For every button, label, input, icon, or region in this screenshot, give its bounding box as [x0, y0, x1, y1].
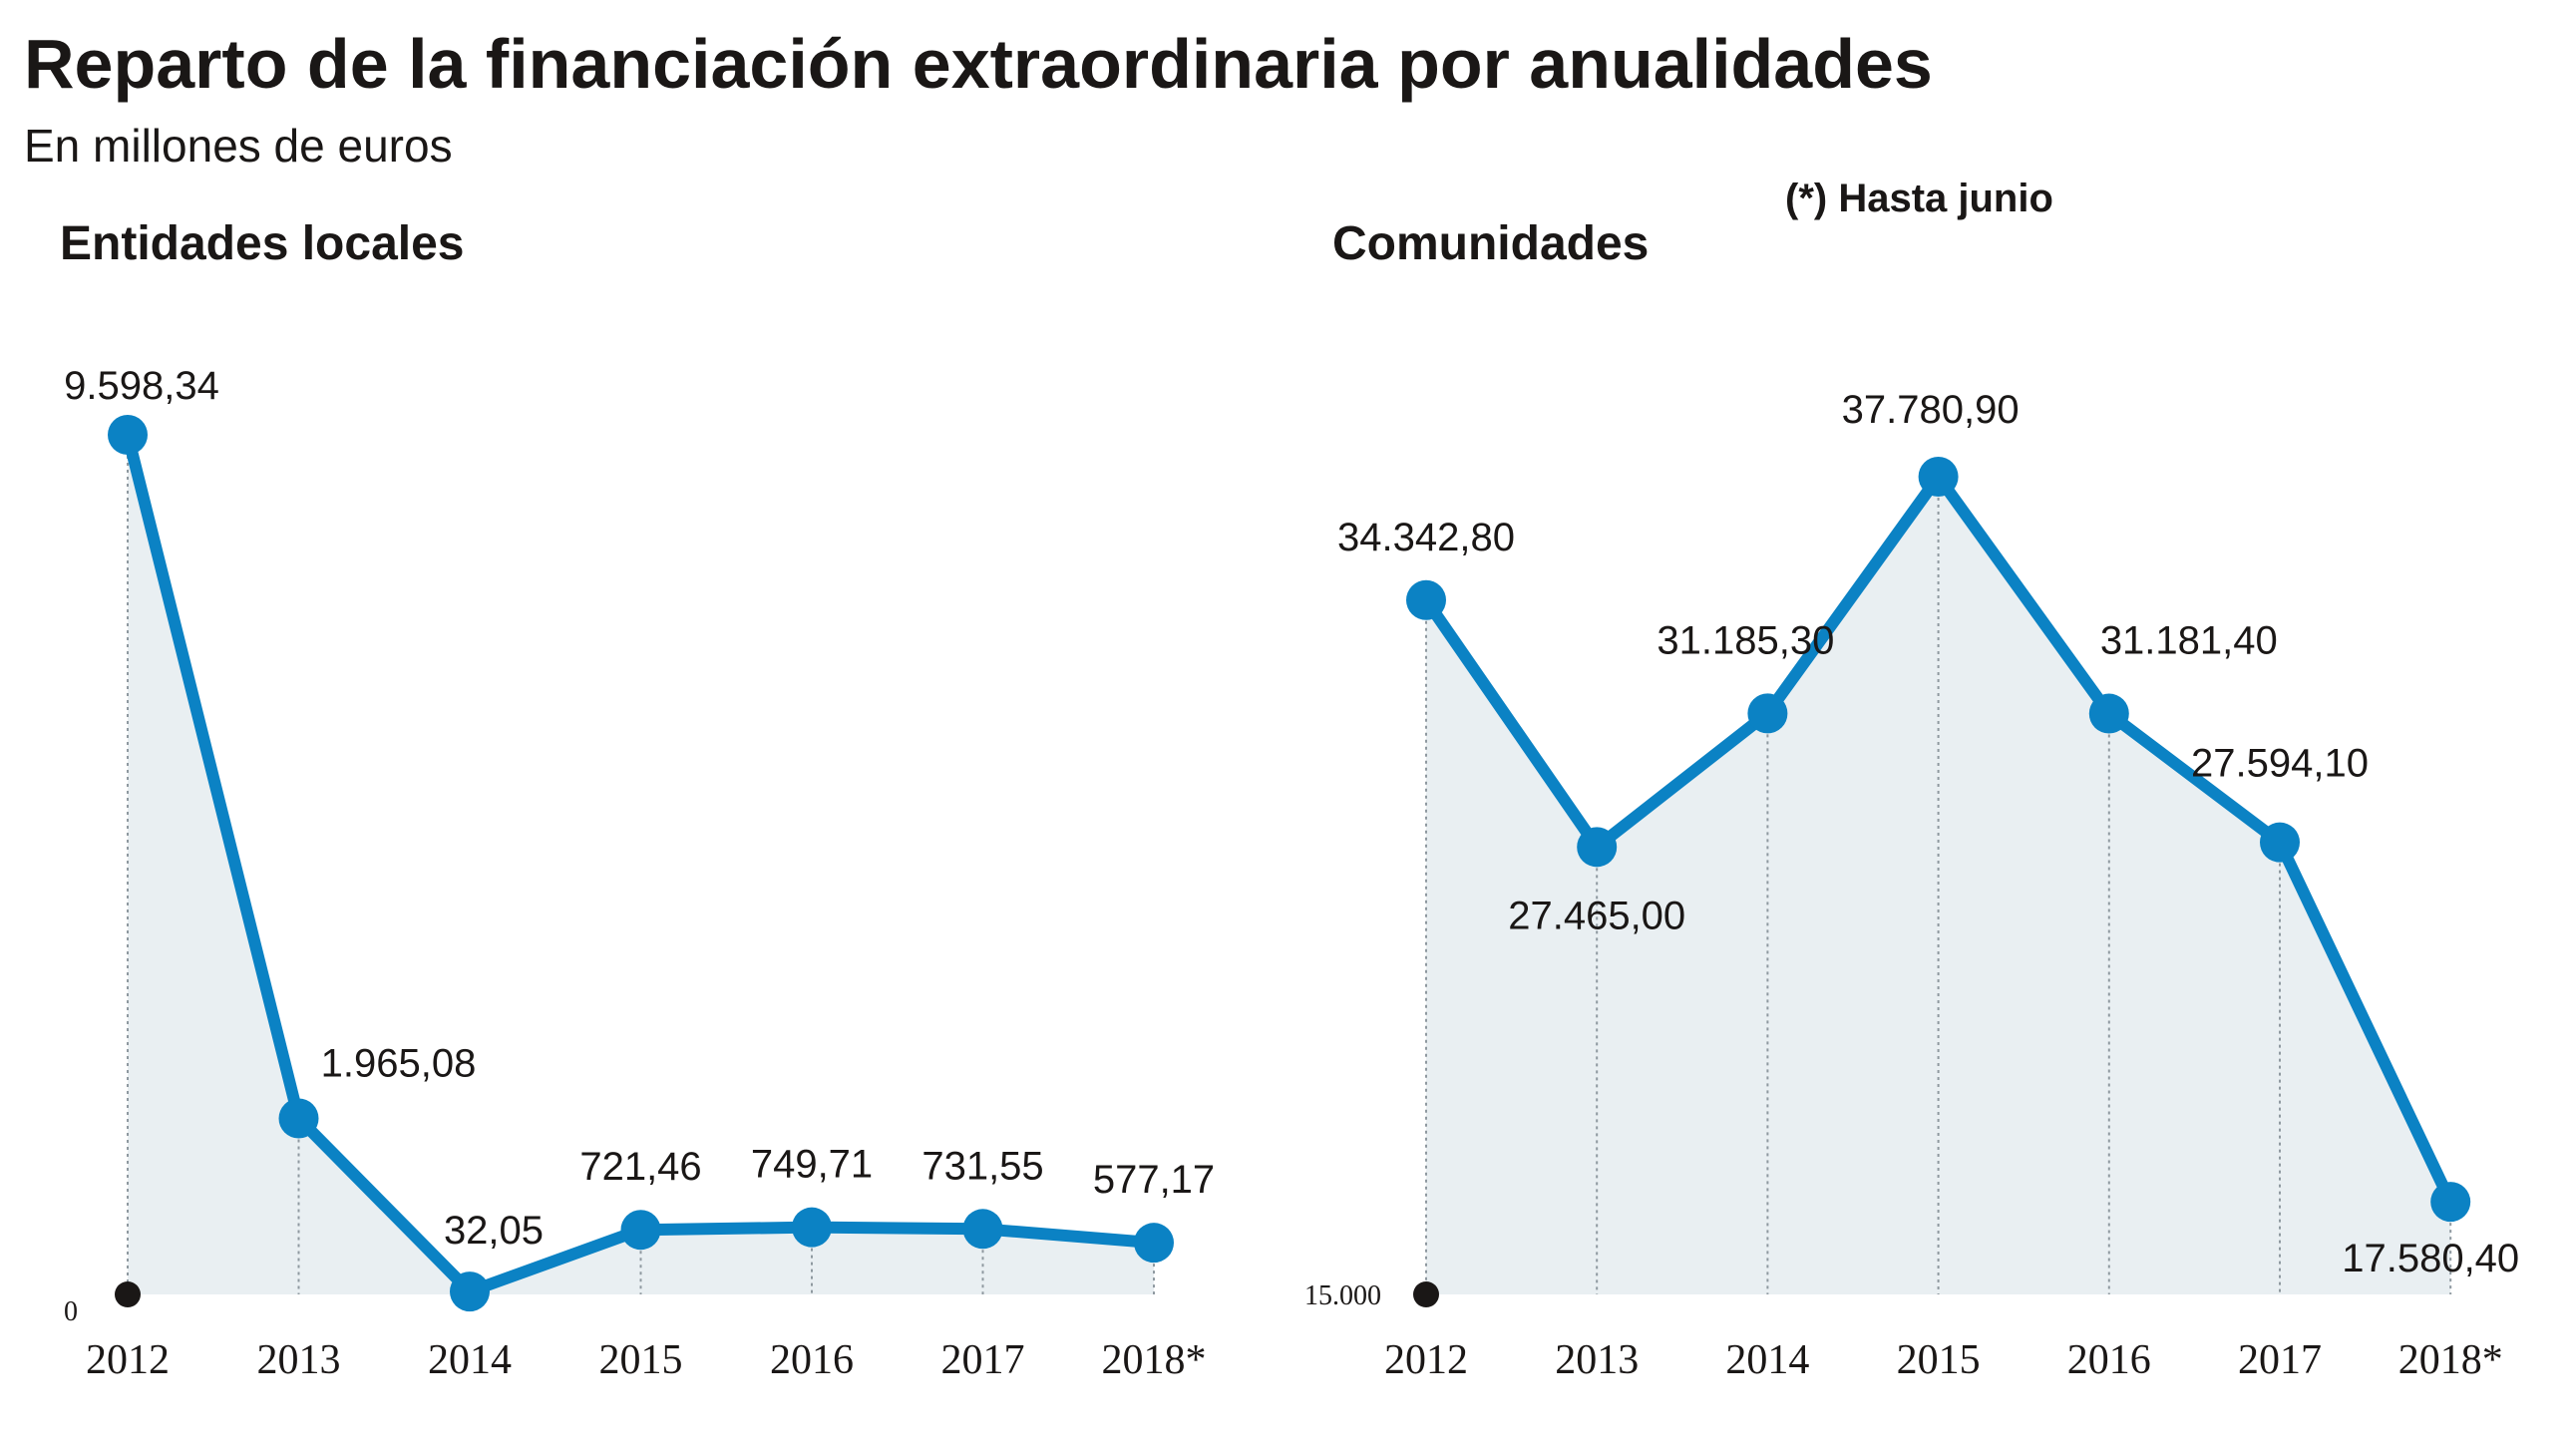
chart-subtitle: En millones de euros [24, 120, 453, 172]
baseline-label: 15.000 [1304, 1280, 1381, 1311]
data-label-2012: 34.342,80 [1337, 516, 1515, 559]
data-point-2016 [2088, 693, 2129, 734]
baseline-marker [115, 1281, 141, 1307]
data-label-2013: 1.965,08 [321, 1042, 477, 1086]
x-tick-2018: 2018* [2398, 1337, 2503, 1383]
data-point-2018 [1134, 1223, 1174, 1264]
panel-entidades-locales: Entidades locales 9.598,34 1.965,08 32,05 72… [60, 217, 1215, 1383]
x-tick-2017: 2017 [2238, 1337, 2322, 1383]
data-point-2016 [792, 1207, 832, 1248]
data-label-2017: 731,55 [921, 1144, 1043, 1188]
data-point-2012 [108, 415, 148, 455]
footnote-text: (*) Hasta junio [1785, 177, 2053, 220]
data-label-2016: 749,71 [751, 1143, 873, 1187]
series-area [128, 435, 1154, 1294]
data-label-2018: 577,17 [1093, 1158, 1215, 1202]
data-label-2014: 31.185,30 [1656, 618, 1834, 662]
baseline-label: 0 [64, 1296, 78, 1327]
data-label-2015: 721,46 [579, 1145, 701, 1189]
x-tick-2018: 2018* [1102, 1337, 1207, 1383]
data-point-2012 [1406, 579, 1446, 620]
x-tick-2016: 2016 [2067, 1337, 2151, 1383]
data-point-2015 [1918, 457, 1959, 497]
data-point-2013 [278, 1098, 319, 1139]
data-label-2018: 17.580,40 [2342, 1237, 2519, 1280]
data-label-2012: 9.598,34 [64, 364, 219, 408]
x-tick-2013: 2013 [257, 1337, 341, 1383]
x-tick-2017: 2017 [941, 1337, 1025, 1383]
data-label-2013: 27.465,00 [1508, 894, 1685, 937]
x-tick-2012: 2012 [86, 1337, 170, 1383]
series-area [1426, 477, 2451, 1294]
data-label-2016: 31.181,40 [2100, 619, 2278, 663]
x-tick-2013: 2013 [1555, 1337, 1639, 1383]
x-tick-2015: 2015 [599, 1337, 683, 1383]
chart-title: Reparto de la financiación extraordinari… [24, 25, 1933, 103]
data-point-2014 [1747, 693, 1788, 734]
x-tick-2015: 2015 [1897, 1337, 1981, 1383]
data-label-2017: 27.594,10 [2191, 742, 2369, 786]
baseline-marker [1413, 1281, 1439, 1307]
panel-comunidades: Comunidades 34.342,80 27.465,00 31.185,30 37… [1304, 217, 2519, 1383]
data-point-2015 [620, 1210, 661, 1251]
data-point-2013 [1577, 827, 1618, 868]
data-label-2014: 32,05 [444, 1209, 544, 1253]
data-point-2014 [450, 1271, 490, 1312]
x-tick-2012: 2012 [1384, 1337, 1468, 1383]
x-tick-2014: 2014 [428, 1337, 512, 1383]
x-tick-2016: 2016 [770, 1337, 854, 1383]
data-label-2015: 37.780,90 [1842, 388, 2020, 432]
panel-title: Comunidades [1332, 217, 1649, 270]
data-point-2017 [2260, 822, 2300, 863]
x-tick-2014: 2014 [1725, 1337, 1809, 1383]
panel-title: Entidades locales [60, 217, 465, 270]
data-point-2017 [962, 1209, 1003, 1250]
data-point-2018 [2430, 1182, 2471, 1223]
